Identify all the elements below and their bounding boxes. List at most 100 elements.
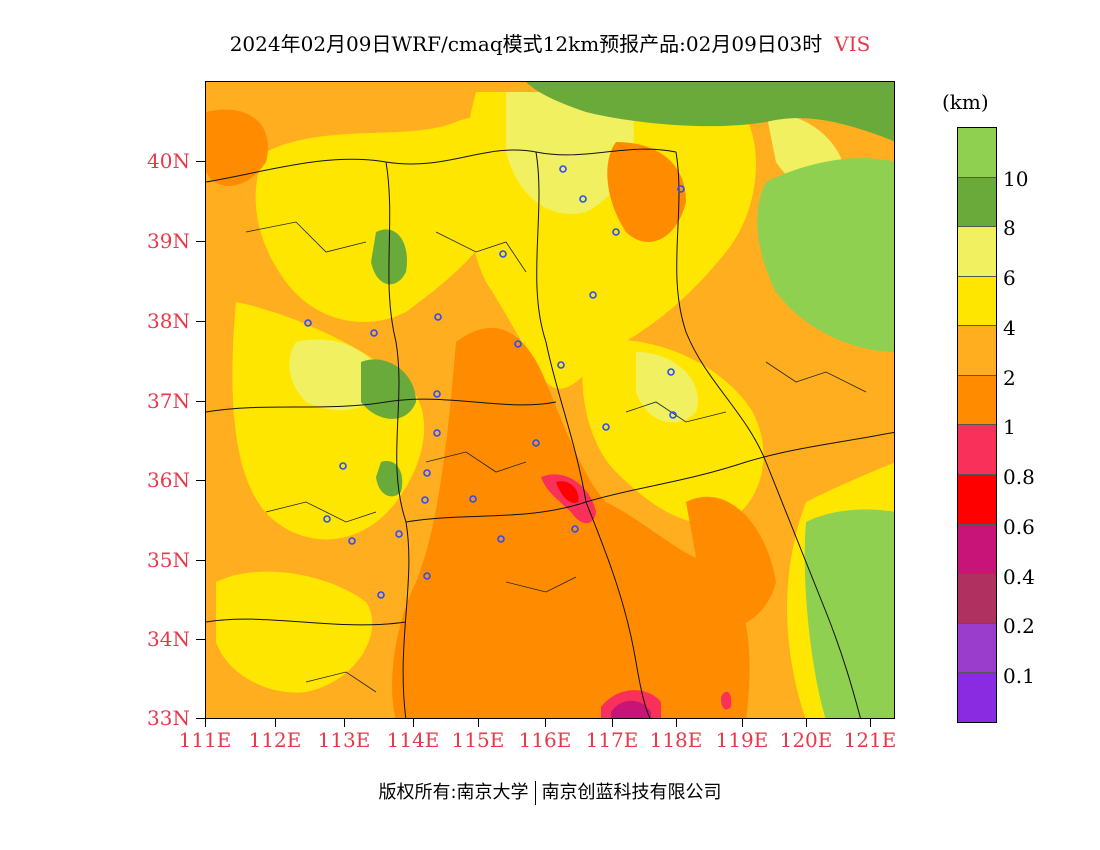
lon-tick: [205, 719, 206, 727]
lon-label-120: 120E: [779, 728, 833, 752]
field-lowvis-5: [721, 691, 732, 710]
field-lightyellow-n: [506, 92, 634, 214]
city-marker: [669, 411, 677, 419]
title-variable: VIS: [834, 32, 871, 56]
field-green-sea: [804, 509, 894, 718]
lat-tick: [196, 639, 205, 640]
field-lowvis-2: [556, 481, 579, 503]
footer-company: 南京创蓝科技有限公司: [541, 782, 722, 803]
lat-label-38: 38N: [147, 309, 190, 333]
city-marker: [423, 469, 431, 477]
city-marker: [589, 291, 597, 299]
city-marker: [677, 185, 685, 193]
colorbar-segment: [958, 524, 996, 575]
colorbar-label: 6: [1003, 266, 1016, 290]
city-marker: [304, 319, 312, 327]
colorbar-label: 0.2: [1003, 614, 1035, 638]
lat-tick: [196, 560, 205, 561]
lat-label-40: 40N: [147, 149, 190, 173]
colorbar-segment: [958, 128, 996, 178]
field-darkgreen-north: [526, 82, 894, 142]
colorbar-label: 0.1: [1003, 664, 1035, 688]
city-marker: [579, 195, 587, 203]
lon-tick: [742, 719, 743, 727]
chart-title: 2024年02月09日WRF/cmaq模式12km预报产品:02月09日03时 V…: [0, 28, 1100, 57]
colorbar-segment: [958, 326, 996, 376]
lat-tick: [196, 241, 205, 242]
city-marker: [377, 591, 385, 599]
city-marker: [339, 462, 347, 470]
colorbar-label: 10: [1003, 167, 1029, 191]
colorbar-label: 1: [1003, 415, 1016, 439]
footer: 版权所有:南京大学 南京创蓝科技有限公司: [0, 778, 1100, 805]
colorbar-segment: [958, 177, 996, 228]
field-yellow-sw: [216, 571, 373, 693]
city-marker: [571, 525, 579, 533]
city-marker: [559, 165, 567, 173]
visibility-map: [205, 81, 895, 719]
lon-tick: [806, 719, 807, 727]
colorbar-label: 0.8: [1003, 465, 1035, 489]
lon-tick: [275, 719, 276, 727]
city-marker: [532, 439, 540, 447]
city-marker: [497, 535, 505, 543]
city-marker: [514, 340, 522, 348]
field-lightyellow-center: [636, 352, 698, 423]
city-marker: [434, 313, 442, 321]
lat-tick: [196, 480, 205, 481]
colorbar-segment: [958, 623, 996, 674]
field-green-bohai: [757, 158, 894, 352]
lon-label-121: 121E: [843, 728, 897, 752]
province-boundaries: [206, 148, 894, 718]
field-orange-n: [607, 142, 686, 242]
lat-tick: [196, 321, 205, 322]
colorbar: [957, 127, 997, 723]
city-marker: [370, 329, 378, 337]
lon-tick: [676, 719, 677, 727]
title-main: 2024年02月09日WRF/cmaq模式12km预报产品:02月09日03时: [229, 32, 823, 56]
lon-tick: [478, 719, 479, 727]
lat-label-37: 37N: [147, 389, 190, 413]
colorbar-segment: [958, 574, 996, 624]
field-orange-se: [686, 496, 776, 627]
colorbar-label: 0.4: [1003, 565, 1035, 589]
field-yellow-nw: [255, 116, 518, 322]
lat-tick: [196, 718, 205, 719]
colorbar-label: 0.6: [1003, 515, 1035, 539]
lon-label-115: 115E: [451, 728, 505, 752]
colorbar-label: 4: [1003, 316, 1016, 340]
lat-label-35: 35N: [147, 548, 190, 572]
lon-tick: [344, 719, 345, 727]
lon-label-118: 118E: [649, 728, 703, 752]
lat-label-33: 33N: [147, 706, 190, 730]
city-marker: [323, 515, 331, 523]
lat-label-36: 36N: [147, 468, 190, 492]
city-markers: [304, 165, 685, 599]
colorbar-label: 8: [1003, 216, 1016, 240]
city-marker: [469, 495, 477, 503]
field-orange-nw: [206, 109, 268, 186]
city-marker: [602, 423, 610, 431]
lon-tick: [413, 719, 414, 727]
field-darkgreen-3: [376, 461, 403, 497]
colorbar-segment: [958, 425, 996, 476]
lat-tick: [196, 161, 205, 162]
lon-tick: [870, 719, 871, 727]
colorbar-label: 2: [1003, 366, 1016, 390]
lon-label-113: 113E: [317, 728, 371, 752]
lon-label-114: 114E: [386, 728, 440, 752]
city-marker: [499, 250, 507, 258]
city-marker: [348, 537, 356, 545]
colorbar-segment: [958, 276, 996, 327]
lon-label-117: 117E: [585, 728, 639, 752]
field-lowvis-4: [611, 700, 651, 718]
footer-divider: [534, 781, 536, 805]
lon-label-112: 112E: [248, 728, 302, 752]
lat-label-39: 39N: [147, 229, 190, 253]
colorbar-segment: [958, 375, 996, 426]
city-marker: [667, 368, 675, 376]
field-orange-south: [392, 327, 750, 718]
city-marker: [557, 361, 565, 369]
footer-copyright: 版权所有:南京大学: [378, 782, 529, 803]
city-marker: [612, 228, 620, 236]
